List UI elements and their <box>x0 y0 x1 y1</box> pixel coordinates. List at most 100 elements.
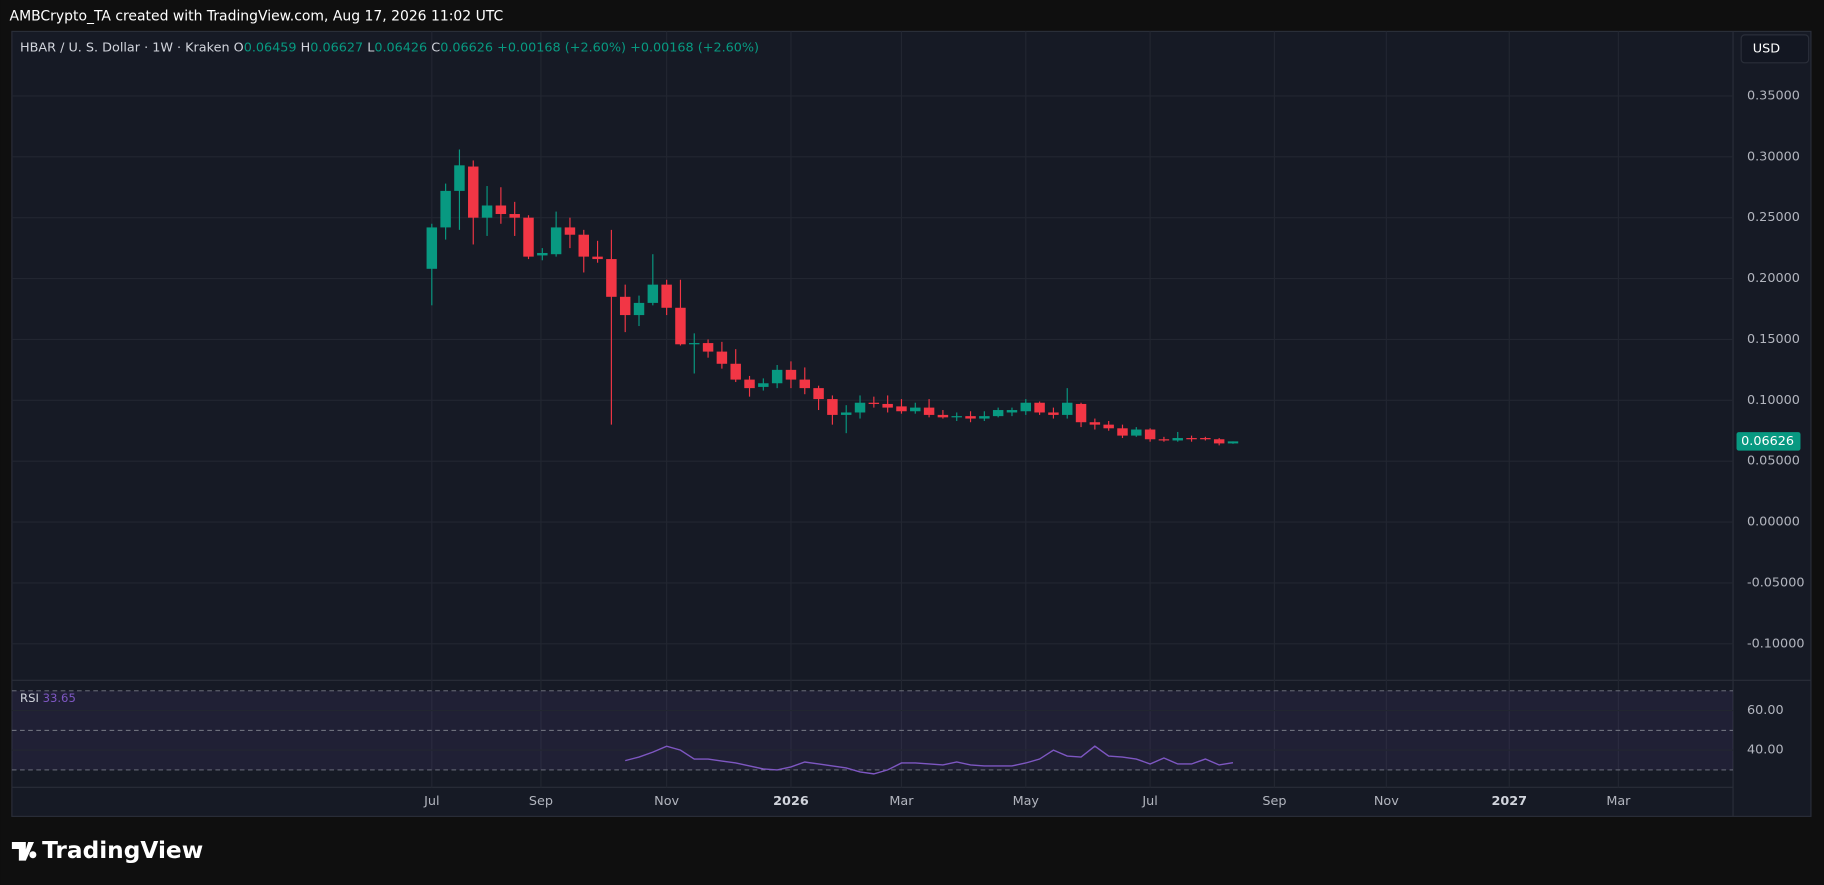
rsi-line <box>625 745 1234 775</box>
candle-body <box>440 190 451 228</box>
candle-body <box>799 379 811 389</box>
x-tick-label: Sep <box>529 794 553 809</box>
candle-body <box>965 416 976 419</box>
candle-body <box>1103 424 1114 429</box>
change: +0.00168 (+2.60%) <box>630 40 759 55</box>
x-tick-label: Jul <box>1141 794 1157 809</box>
y-tick-label: 0.10000 <box>1747 393 1800 408</box>
candle-body <box>1020 402 1032 412</box>
candle-body <box>758 383 769 387</box>
chart-panel <box>11 30 1812 817</box>
low-value: 0.06426 <box>374 40 427 55</box>
candle-body <box>1213 439 1225 444</box>
candle-body <box>1158 439 1170 441</box>
candle-body <box>992 410 1004 417</box>
candle-body <box>1131 429 1142 436</box>
candle-body <box>1034 402 1045 413</box>
candle-body <box>661 284 672 308</box>
last-price: 0.06626 <box>1741 434 1794 449</box>
candle-body <box>1144 429 1156 440</box>
candle-body <box>744 379 755 389</box>
candle-body <box>896 406 907 412</box>
close-value: 0.06626 <box>440 40 493 55</box>
candle-body <box>523 217 534 257</box>
rsi-value: 33.65 <box>43 690 76 704</box>
y-tick-label: 0.05000 <box>1747 454 1800 469</box>
candle-body <box>1172 438 1183 441</box>
candle-body <box>564 227 576 235</box>
candle-body <box>578 234 589 257</box>
x-tick-label: 2027 <box>1491 794 1527 809</box>
candle-body <box>813 388 824 400</box>
candle-body <box>606 259 617 297</box>
candle-body <box>537 252 548 256</box>
candle-body <box>1117 428 1128 436</box>
logo-text: TradingView <box>42 837 203 864</box>
candle-body <box>771 369 783 384</box>
y-tick-label: 0.00000 <box>1747 515 1800 530</box>
ohlc-label: H <box>301 40 311 55</box>
legend: HBAR / U. S. Dollar · 1W · Kraken O0.064… <box>20 40 759 55</box>
candle-body <box>592 256 603 260</box>
y-tick-label: 0.25000 <box>1747 210 1800 225</box>
candle-body <box>1089 422 1101 425</box>
candle-body <box>785 369 797 380</box>
rsi-name: RSI <box>20 690 39 704</box>
high-value: 0.06627 <box>310 40 363 55</box>
currency[interactable]: USD <box>1753 41 1780 56</box>
y-tick-label: 40.00 <box>1747 743 1784 758</box>
candle-body <box>689 343 700 345</box>
x-tick-label: Mar <box>1606 794 1631 809</box>
candle-body <box>619 296 631 316</box>
x-tick-label: 2026 <box>773 794 809 809</box>
header: AMBCrypto_TA created with TradingView.co… <box>10 8 504 24</box>
candle-body <box>923 407 935 415</box>
candle-body <box>868 402 880 404</box>
logo: TradingView <box>11 837 203 864</box>
last-price-tag <box>1736 432 1801 451</box>
candle-body <box>633 302 645 316</box>
y-tick-label: -0.05000 <box>1747 575 1804 590</box>
rsi-legend: RSI 33.65 <box>20 690 76 704</box>
y-tick-label: 0.30000 <box>1747 149 1800 164</box>
open-value: 0.06459 <box>244 40 297 55</box>
candle-body <box>1200 438 1211 440</box>
grid: Jul Sep Nov 2026 Mar May Jul Sep Nov 2027 Mar 0.350… <box>11 31 1804 809</box>
marks: 0.06626 <box>426 149 1801 775</box>
candle-body <box>702 343 714 352</box>
candle-body <box>1075 403 1087 423</box>
candle-body <box>1227 441 1239 444</box>
candle-body <box>979 416 990 419</box>
y-tick-label: 0.20000 <box>1747 271 1800 286</box>
logo-icon <box>11 841 37 861</box>
candle-body <box>426 227 438 269</box>
candle-body <box>730 363 741 380</box>
x-tick-label: Sep <box>1262 794 1286 809</box>
candle-body <box>951 416 962 418</box>
candle-body <box>854 402 866 413</box>
x-tick-label: Nov <box>1374 794 1399 809</box>
candle-body <box>882 403 893 408</box>
ohlc-label: L <box>367 40 375 55</box>
candle-body <box>675 307 686 345</box>
candle-body <box>840 412 852 415</box>
y-tick-label: 60.00 <box>1747 703 1784 718</box>
candle-body <box>647 284 659 303</box>
rsi-band-fill <box>11 690 1734 770</box>
candle-body <box>910 407 921 412</box>
x-tick-label: Nov <box>654 794 679 809</box>
currency-button[interactable] <box>1740 34 1810 64</box>
y-tick-label: 0.35000 <box>1747 88 1800 103</box>
ohlc-label: C <box>431 40 440 55</box>
symbol-title: HBAR / U. S. Dollar · 1W · Kraken <box>20 40 230 55</box>
ohlc-label: O <box>234 40 244 55</box>
candle-body <box>495 205 507 215</box>
candle-body <box>716 351 728 364</box>
candle-body <box>1061 402 1073 415</box>
candle-body <box>1048 412 1059 415</box>
x-tick-label: Mar <box>889 794 914 809</box>
x-tick-label: May <box>1013 794 1040 809</box>
candle-body <box>937 414 949 418</box>
y-tick-label: 0.15000 <box>1747 332 1800 347</box>
